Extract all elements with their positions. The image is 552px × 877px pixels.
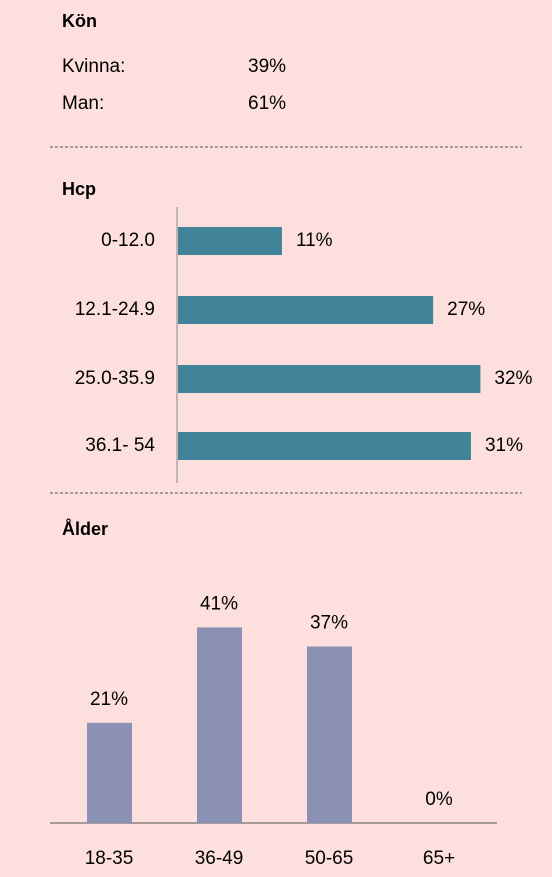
bar (178, 296, 434, 324)
x-tick-label: 50-65 (305, 848, 354, 869)
y-tick-label: 36.1- 54 (85, 435, 155, 456)
chart-title: Ålder (62, 519, 108, 539)
gender-title: Kön (62, 11, 97, 31)
data-label: 37% (310, 613, 348, 634)
data-label: 21% (90, 689, 128, 710)
data-label: 27% (447, 299, 485, 320)
y-tick-label: 25.0-35.9 (75, 368, 155, 389)
bar (307, 646, 352, 823)
data-label: 41% (200, 593, 238, 614)
x-tick-label: 36-49 (195, 848, 244, 869)
bar (197, 627, 242, 823)
data-label: 11% (296, 230, 333, 251)
y-tick-label: 12.1-24.9 (75, 299, 155, 320)
chart-title: Hcp (62, 179, 96, 199)
bar (178, 227, 282, 255)
gender-label: Man: (62, 93, 104, 114)
y-tick-label: 0-12.0 (101, 230, 155, 251)
bar (178, 432, 471, 460)
gender-label: Kvinna: (62, 56, 125, 77)
bar (87, 722, 132, 823)
gender-value: 39% (248, 56, 286, 77)
bar (178, 365, 481, 393)
x-tick-label: 18-35 (85, 848, 134, 869)
x-tick-label: 65+ (423, 848, 455, 869)
data-label: 31% (485, 435, 523, 456)
data-label: 0% (425, 789, 453, 810)
data-label: 32% (494, 368, 532, 389)
gender-value: 61% (248, 93, 286, 114)
